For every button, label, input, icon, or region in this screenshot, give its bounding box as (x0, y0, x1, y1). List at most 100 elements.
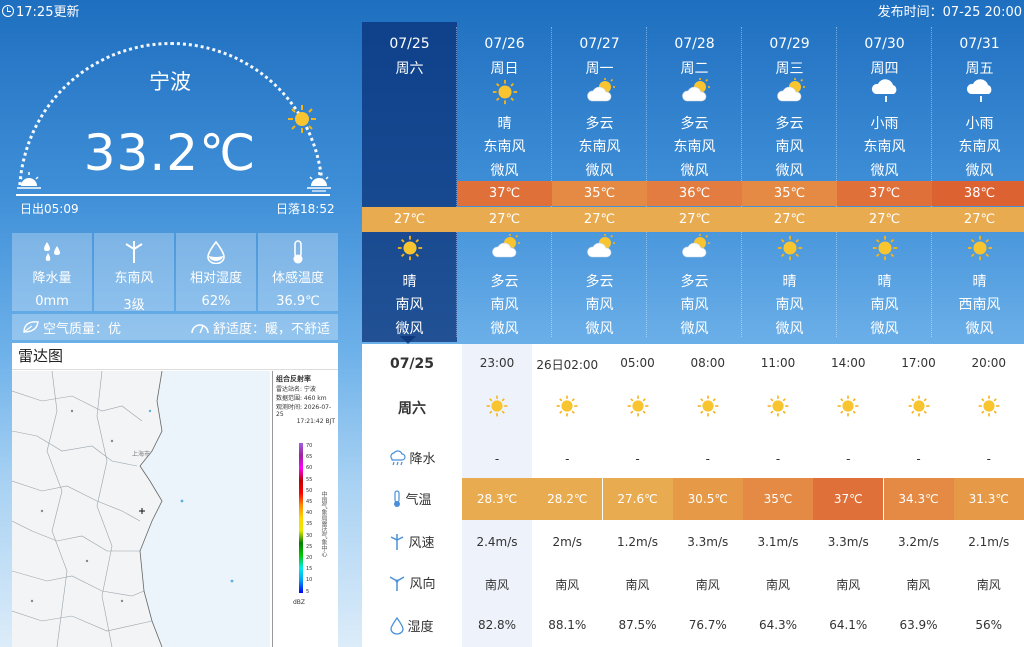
wind-direction-icon (390, 575, 405, 591)
night-wind-dir: 南风 (680, 297, 709, 313)
sunny-icon (872, 235, 898, 261)
high-temp: 37℃ (457, 181, 552, 206)
night-weather: 多云 (490, 274, 519, 290)
row-dir: 风向 (362, 573, 462, 592)
sun-icon (288, 105, 316, 133)
day-wind-level: 微风 (585, 163, 614, 179)
scale-label: 65 (306, 454, 313, 461)
hourly-date: 07/25 (389, 356, 435, 372)
forecast-day-1[interactable]: 07/26 周日晴东南风 微风 多云 南风 微风 (457, 22, 552, 342)
forecast-day-0[interactable]: 07/25 周六晴南风 微风 (362, 22, 457, 342)
wind-turbine-icon (125, 241, 143, 263)
night-wind-dir: 西南风 (958, 297, 1001, 313)
light-rain-icon (966, 79, 992, 102)
sunny-icon (486, 395, 508, 417)
stat-label: 降水量 (32, 271, 72, 286)
hourly-humidity: 64.3% (758, 618, 798, 632)
forecast-date: 07/25 (389, 36, 430, 52)
rain-cloud-icon (390, 449, 407, 465)
hourly-column-7: 20:00 - 31.3℃ 2.1m/s 南风 56% (953, 344, 1024, 647)
hourly-time: 23:00 (479, 356, 515, 370)
forecast-weekday: 周日 (490, 61, 519, 77)
forecast-day-6[interactable]: 07/31 周五 小雨 东南风 微风晴西南风 微风 (932, 22, 1024, 342)
wind-turbine-icon (391, 533, 404, 550)
legend-vertical-note: 中国气象局雷达气象中心 (320, 491, 327, 557)
hourly-wind-dir: 南风 (765, 578, 790, 592)
night-wind-level: 微风 (585, 321, 614, 337)
hourly-column-0: 23:00 - 28.3℃ 2.4m/s 南风 82.8% (462, 344, 532, 647)
stat-feels-like: 体感温度 36.9℃ (258, 233, 338, 311)
map-city-label: 上海市 (132, 450, 150, 458)
scale-label: 60 (306, 465, 313, 472)
update-time-text: 17:25更新 (16, 5, 80, 20)
day-weather: 多云 (775, 116, 804, 132)
low-temp: 27℃ (647, 207, 742, 232)
night-weather: 晴 (972, 274, 987, 290)
sunny-icon (837, 395, 859, 417)
night-wind-dir: 南风 (585, 297, 614, 313)
hourly-temp: 30.5℃ (672, 478, 743, 520)
hourly-temp: 28.3℃ (462, 478, 532, 520)
sunny-icon (556, 395, 578, 417)
hourly-time: 26日02:00 (536, 358, 599, 372)
hourly-wind-speed: 2m/s (552, 535, 583, 549)
day-weather: 小雨 (870, 116, 899, 132)
high-temp: 36℃ (647, 181, 742, 206)
hourly-wind-dir: 南风 (836, 578, 861, 592)
day-weather: 多云 (585, 116, 614, 132)
forecast-day-4[interactable]: 07/29 周三 多云 南风 微风晴南风 微风 (742, 22, 837, 342)
night-weather: 晴 (877, 274, 892, 290)
forecast-weekday: 周三 (775, 61, 804, 77)
sunny-icon (978, 395, 1000, 417)
hourly-wind-speed: 2.1m/s (968, 535, 1010, 549)
forecast-day-3[interactable]: 07/28 周二 多云 东南风 微风 多云 南风 微风 (647, 22, 742, 342)
stat-label: 体感温度 (271, 271, 324, 286)
hourly-rain: - (775, 452, 781, 466)
hourly-column-4: 11:00 - 35℃ 3.1m/s 南风 64.3% (743, 344, 813, 647)
row-label-dir: 风向 (409, 577, 436, 592)
update-time: 17:25更新 (2, 1, 79, 20)
night-wind-dir: 南风 (490, 297, 519, 313)
sunset-time: 日落18:52 (276, 202, 335, 216)
hourly-temp: 35℃ (743, 478, 813, 520)
scale-label: 35 (306, 521, 313, 528)
publish-time: 发布时间：07-25 20:00 (877, 5, 1022, 20)
hourly-time: 14:00 (830, 356, 866, 370)
high-temp: 35℃ (742, 181, 837, 206)
city-name: 宁波 (149, 70, 191, 94)
scale-label: 40 (306, 510, 313, 517)
radar-map[interactable]: 上海市 (12, 371, 270, 647)
legend-time2: 17:21:42 BJT (296, 418, 335, 425)
hourly-column-6: 17:00 - 34.3℃ 3.2m/s 南风 63.9% (883, 344, 954, 647)
hourly-humidity: 56% (975, 618, 1003, 632)
day-weather: 小雨 (965, 116, 994, 132)
sunny-icon (697, 395, 719, 417)
night-wind-dir: 南风 (775, 297, 804, 313)
hourly-weekday: 周六 (398, 401, 426, 417)
hourly-wind-dir: 南风 (976, 578, 1001, 592)
sunny-icon (492, 79, 518, 105)
night-wind-level: 微风 (965, 321, 994, 337)
daily-forecast: 07/25 周六晴南风 微风 27℃ 07/26 周日晴东南风 微风 多云 南风 微风 37℃ 27℃… (362, 22, 1024, 342)
hourly-time: 17:00 (901, 356, 936, 370)
comfort-text: 舒适度：暖，不舒适 (212, 321, 330, 337)
stat-value: 0mm (35, 294, 69, 309)
legend-unit: dBZ (293, 599, 306, 606)
radar-legend: 组合反射率 雷达站名: 宁波 数据范围: 460 km 观测时间: 2026-0… (272, 371, 338, 647)
forecast-weekday: 周一 (585, 61, 614, 77)
forecast-date: 07/31 (959, 36, 1000, 52)
stat-value: 3级 (123, 298, 145, 313)
current-temperature: 33.2℃ (83, 124, 257, 182)
night-wind-level: 微风 (775, 321, 804, 337)
clock-icon (2, 4, 14, 17)
partly-cloudy-icon (492, 234, 520, 258)
radar-map-image: 上海市 (12, 371, 270, 647)
night-wind-level: 微风 (680, 321, 709, 337)
day-wind-level: 微风 (965, 163, 994, 179)
forecast-date: 07/27 (579, 36, 620, 52)
hourly-rain: - (705, 452, 710, 466)
low-temp: 27℃ (362, 207, 457, 232)
day-weather: 晴 (497, 116, 512, 132)
air-quality-text: 空气质量：优 (43, 321, 122, 337)
radar-panel: 雷达图 上海市 组合反射率 雷达站名: 宁波 数据范围: (12, 343, 338, 647)
